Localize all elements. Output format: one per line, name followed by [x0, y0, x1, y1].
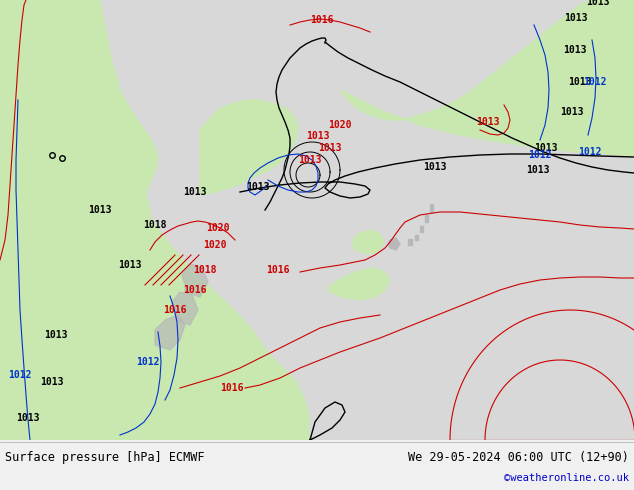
Text: 1013: 1013: [16, 413, 40, 423]
Polygon shape: [420, 226, 423, 232]
Polygon shape: [430, 204, 433, 212]
Text: 1013: 1013: [424, 162, 447, 172]
Text: 1013: 1013: [119, 260, 142, 270]
Text: 1013: 1013: [306, 131, 330, 141]
Text: 1012: 1012: [136, 357, 160, 367]
Polygon shape: [182, 264, 208, 297]
Text: 1013: 1013: [560, 107, 584, 117]
Text: 1013: 1013: [526, 165, 550, 175]
Text: 1016: 1016: [183, 285, 207, 295]
Text: 1016: 1016: [310, 15, 333, 25]
Polygon shape: [200, 100, 298, 195]
Text: 1013: 1013: [586, 0, 610, 7]
Polygon shape: [172, 292, 198, 325]
Text: 1013: 1013: [534, 143, 558, 153]
Text: ©weatheronline.co.uk: ©weatheronline.co.uk: [504, 473, 629, 483]
Polygon shape: [155, 315, 185, 350]
Text: 1013: 1013: [183, 187, 207, 197]
Text: 1016: 1016: [220, 383, 243, 393]
Text: 1016: 1016: [163, 305, 187, 315]
Text: 1018: 1018: [193, 265, 217, 275]
Text: Surface pressure [hPa] ECMWF: Surface pressure [hPa] ECMWF: [5, 450, 205, 464]
Polygon shape: [352, 230, 384, 254]
Text: 1013: 1013: [44, 330, 68, 340]
Text: 1012: 1012: [583, 77, 607, 87]
Text: 1012: 1012: [8, 370, 32, 380]
Text: 1013: 1013: [246, 182, 269, 192]
Polygon shape: [0, 0, 310, 440]
Polygon shape: [0, 0, 310, 440]
Text: 1020: 1020: [204, 240, 227, 250]
Text: 1013: 1013: [88, 205, 112, 215]
Text: 1013: 1013: [476, 117, 500, 127]
Text: 1012: 1012: [578, 147, 602, 157]
Polygon shape: [388, 238, 400, 250]
Polygon shape: [425, 215, 428, 222]
Text: We 29-05-2024 06:00 UTC (12+90): We 29-05-2024 06:00 UTC (12+90): [408, 450, 629, 464]
Text: 1020: 1020: [206, 223, 230, 233]
Text: 1016: 1016: [266, 265, 290, 275]
Text: 1013: 1013: [40, 377, 64, 387]
Text: 1013: 1013: [568, 77, 592, 87]
Polygon shape: [415, 235, 418, 240]
Text: 1020: 1020: [328, 120, 352, 130]
Text: 1013: 1013: [318, 143, 342, 153]
Text: 1013: 1013: [564, 13, 588, 23]
Text: 1012: 1012: [528, 150, 552, 160]
Text: 1013: 1013: [563, 45, 586, 55]
Polygon shape: [340, 0, 634, 157]
Text: 1018: 1018: [143, 220, 167, 230]
Polygon shape: [328, 268, 390, 300]
Polygon shape: [408, 239, 412, 245]
Text: 1013: 1013: [298, 155, 321, 165]
